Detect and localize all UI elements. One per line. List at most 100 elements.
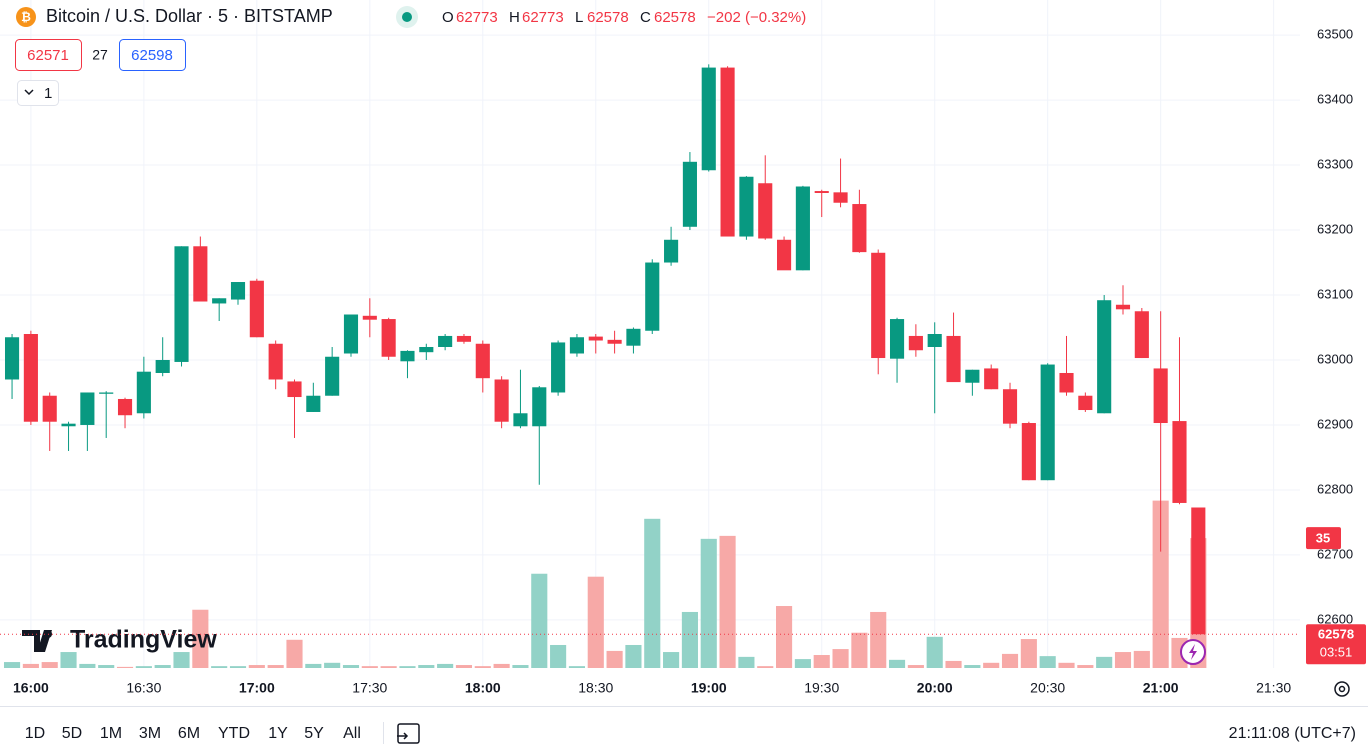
range-button[interactable]: 3M — [139, 725, 161, 742]
volume-bar — [324, 662, 341, 668]
candle-body — [23, 334, 38, 422]
indicator-count[interactable]: 1 — [44, 85, 52, 102]
range-button[interactable]: 1M — [100, 725, 122, 742]
candle-body — [626, 328, 641, 346]
x-tick-label: 17:30 — [352, 680, 387, 696]
candle-body — [325, 356, 340, 396]
volume-bar — [907, 665, 924, 668]
alert-bolt — [1189, 644, 1197, 660]
buy-box[interactable] — [119, 39, 186, 71]
indicator-toggle[interactable] — [17, 80, 59, 106]
candle-body — [569, 337, 585, 354]
candle-body — [362, 315, 377, 320]
volume-bar — [700, 538, 717, 668]
volume-bar — [1114, 652, 1132, 668]
range-button[interactable]: YTD — [218, 725, 250, 742]
volume-label-box — [1306, 527, 1341, 550]
logo-text: TradingView — [70, 626, 217, 654]
candle-body — [419, 346, 434, 353]
candle-body — [400, 350, 415, 362]
candle-body — [588, 336, 603, 341]
volume-bar — [380, 666, 397, 668]
volume-bar — [512, 665, 529, 668]
candle-body — [136, 371, 151, 414]
candle-body — [720, 67, 735, 237]
last-price-box — [1306, 624, 1366, 665]
candle-body — [965, 369, 980, 383]
candle-body — [230, 282, 246, 300]
candle-body — [1078, 395, 1093, 411]
volume-bar — [606, 650, 623, 668]
settings-icon-core — [1338, 685, 1346, 693]
candle-body — [607, 339, 622, 344]
y-tick-label: 62900 — [1317, 416, 1353, 431]
sell-box[interactable] — [15, 39, 82, 71]
candle-body — [456, 335, 472, 342]
candle-body — [795, 186, 810, 271]
candle-body — [532, 387, 547, 427]
candle-body — [1002, 389, 1018, 424]
date-range-arrow — [397, 732, 409, 740]
volume-bar — [587, 576, 604, 668]
volume-bar — [493, 663, 510, 668]
range-button[interactable]: 6M — [178, 725, 200, 742]
x-tick-label: 16:30 — [126, 680, 161, 696]
volume-bar — [437, 663, 454, 668]
volume-bar — [983, 662, 1000, 668]
x-tick-label: 20:00 — [917, 680, 953, 696]
volume-bar — [794, 659, 811, 668]
candle-body — [287, 381, 302, 398]
range-button[interactable]: 1Y — [268, 725, 288, 742]
volume-bar — [888, 659, 906, 668]
volume-bar — [945, 660, 962, 668]
volume-bar — [738, 656, 755, 668]
candle-body — [1134, 311, 1149, 359]
bid[interactable]: 62571 — [27, 47, 69, 64]
candle-body — [739, 176, 754, 237]
date-range-icon[interactable] — [397, 723, 420, 744]
y-tick-label: 62700 — [1317, 546, 1353, 561]
candle-body — [249, 280, 264, 338]
volume-bar — [98, 665, 115, 668]
volume-bar — [568, 666, 586, 668]
volume-bar — [663, 652, 680, 668]
x-tick-label: 18:00 — [465, 680, 501, 696]
y-tick-label: 62600 — [1317, 611, 1353, 626]
volume-bar — [813, 655, 830, 668]
volume-bar — [851, 632, 868, 668]
candle-body — [155, 359, 170, 373]
candle-body — [80, 392, 95, 425]
candle-body — [1040, 364, 1055, 481]
last-price-label: 62578 — [1318, 627, 1354, 642]
range-button[interactable]: 1D — [25, 725, 45, 742]
candle-body — [438, 335, 453, 347]
volume-bar — [625, 644, 642, 668]
candle-body — [381, 319, 396, 357]
candle-body — [193, 246, 208, 302]
range-button[interactable]: All — [343, 725, 361, 742]
range-button[interactable]: 5Y — [304, 725, 324, 742]
candle-body — [42, 395, 57, 422]
candle-body — [212, 298, 227, 304]
candle-body — [984, 368, 999, 390]
volume-bar — [342, 665, 360, 668]
volume-bar — [286, 639, 303, 668]
candle-body — [343, 314, 359, 354]
volume-bar — [870, 611, 887, 668]
volume-bar — [474, 666, 491, 668]
volume-bar — [305, 663, 322, 668]
ohlc-value: 62578 — [654, 9, 696, 26]
change: −202 (−0.32%) — [707, 9, 806, 26]
range-button[interactable]: 5D — [62, 725, 82, 742]
settings-icon[interactable] — [1334, 681, 1350, 697]
candle-body — [268, 343, 283, 380]
ask[interactable]: 62598 — [131, 47, 173, 64]
volume-bar — [964, 665, 981, 668]
volume-bar — [22, 663, 39, 668]
candle-body — [833, 192, 848, 203]
candle-body — [1059, 372, 1074, 393]
volume-bar — [1133, 650, 1150, 668]
clock: 21:11:08 (UTC+7) — [1229, 725, 1356, 742]
btc-icon — [16, 7, 36, 27]
